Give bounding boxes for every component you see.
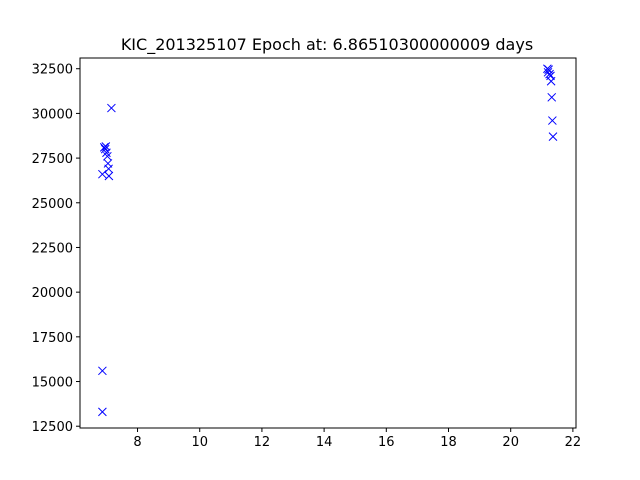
x-tick-label: 20 — [502, 435, 519, 450]
data-point-x-marker — [104, 164, 113, 174]
y-tick-label: 32500 — [32, 63, 73, 78]
x-tick-label: 16 — [378, 435, 395, 450]
y-tick-label: 25000 — [32, 197, 73, 212]
y-tick-label: 12500 — [32, 420, 73, 435]
x-tick-label: 18 — [440, 435, 457, 450]
y-tick-label: 15000 — [32, 376, 73, 391]
data-point-x-marker — [98, 366, 107, 376]
x-tick-label: 14 — [316, 435, 333, 450]
x-tick-label: 22 — [565, 435, 582, 450]
y-axis: 12500 15000 17500 20000 22500 25000 27500 30000… — [32, 63, 80, 435]
data-point-x-marker — [98, 169, 107, 179]
data-point-x-marker — [107, 103, 116, 113]
y-tick-label: 20000 — [32, 286, 73, 301]
data-point-x-marker — [104, 171, 114, 181]
data-point-x-marker — [103, 151, 112, 161]
data-point-x-marker — [102, 148, 111, 158]
x-axis: 8 10 12 14 16 18 20 22 — [133, 428, 581, 450]
x-tick-label: 12 — [254, 435, 271, 450]
data-point-x-marker — [547, 92, 557, 102]
data-point-x-marker — [545, 69, 554, 79]
data-point-x-marker — [98, 407, 107, 417]
chart-title: KIC_201325107 Epoch at: 6.86510300000009… — [121, 35, 533, 55]
y-tick-label: 22500 — [32, 241, 73, 256]
y-tick-label: 30000 — [32, 107, 73, 122]
y-tick-label: 17500 — [32, 331, 73, 346]
data-point-x-marker — [548, 132, 558, 142]
data-points — [98, 64, 558, 417]
plot-area-frame — [79, 57, 577, 429]
x-tick-label: 8 — [133, 435, 141, 450]
x-tick-label: 10 — [191, 435, 208, 450]
y-tick-label: 27500 — [32, 152, 73, 167]
data-point-x-marker — [546, 76, 556, 86]
data-point-x-marker — [548, 116, 557, 125]
